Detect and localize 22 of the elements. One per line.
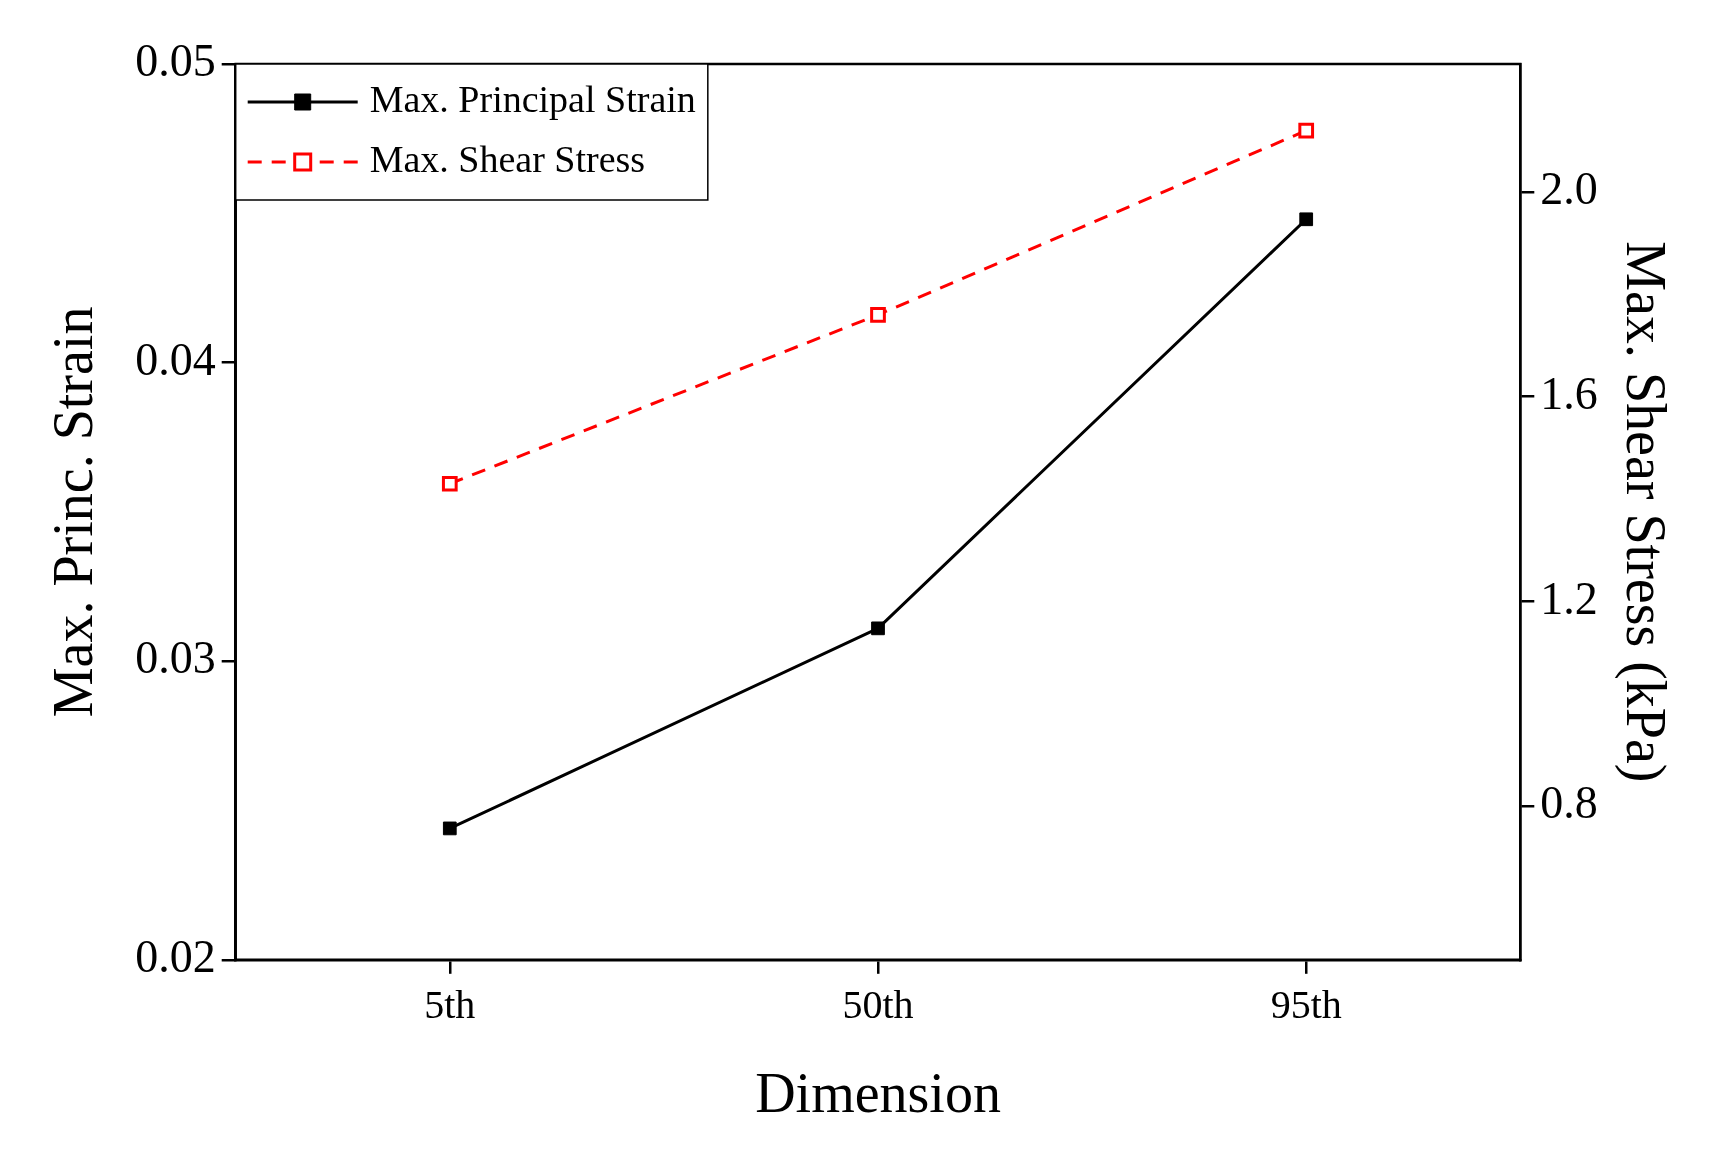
x-tick-label: 95th (1270, 982, 1342, 1028)
y-axis-title: Max. Princ. Strain (42, 306, 105, 718)
y2-tick-label: 1.6 (1540, 367, 1598, 419)
point (871, 621, 885, 636)
point (441, 475, 458, 492)
point (1299, 212, 1314, 227)
point (1298, 122, 1315, 139)
x-tick-label: 50th (842, 982, 914, 1028)
y2-tick-label: 0.8 (1540, 777, 1598, 829)
point (442, 821, 457, 836)
x-axis-title: Dimension (755, 1062, 1001, 1125)
y-tick-label: 0.03 (135, 632, 216, 684)
y-tick-label: 0.02 (135, 930, 216, 982)
legend-label: Max. Shear Stress (369, 137, 646, 180)
x-tick-label: 5th (424, 982, 476, 1028)
y2-tick-label: 1.2 (1540, 572, 1598, 624)
y-tick-label: 0.05 (135, 35, 216, 87)
legend-label: Max. Principal Strain (369, 77, 696, 120)
point (870, 306, 886, 323)
y2-tick-label: 2.0 (1540, 163, 1598, 215)
y2-axis-title: Max. Shear Stress (kPa) (1613, 241, 1677, 783)
y-tick-label: 0.04 (135, 333, 216, 385)
